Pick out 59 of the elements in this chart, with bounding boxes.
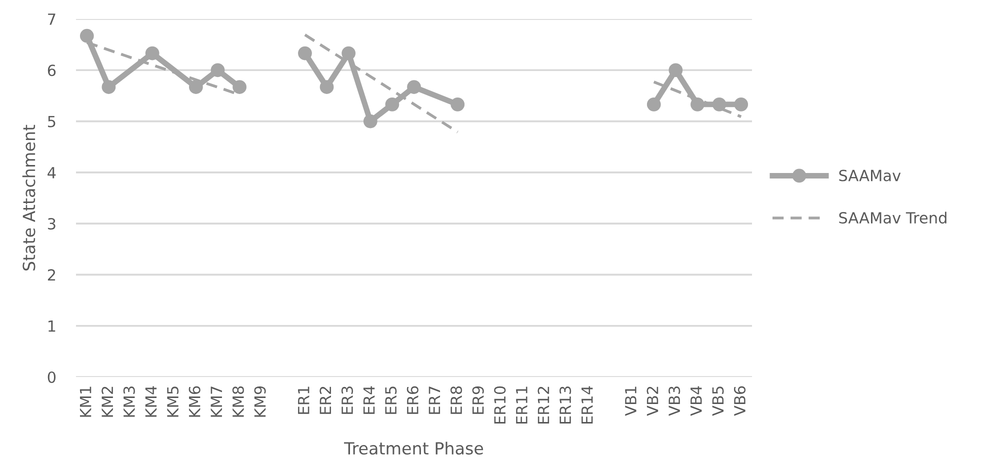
legend-label: SAAMav bbox=[839, 170, 901, 182]
x-tick-label: VB5 bbox=[712, 386, 724, 416]
point bbox=[342, 46, 356, 60]
x-tick-label: KM2 bbox=[102, 386, 113, 417]
y-tick-label: 5 bbox=[48, 116, 56, 128]
x-tick-label: KM8 bbox=[232, 386, 244, 417]
y-tick-label: 2 bbox=[48, 269, 56, 281]
point bbox=[690, 97, 704, 112]
x-tick-label: ER4 bbox=[363, 386, 375, 414]
x-tick-label: VB3 bbox=[668, 386, 680, 416]
point bbox=[188, 80, 203, 94]
y-tick-label: 7 bbox=[48, 14, 56, 25]
point bbox=[102, 80, 116, 94]
legend-label: SAAMav Trend bbox=[839, 212, 946, 224]
y-tick-label: 1 bbox=[48, 320, 56, 332]
point bbox=[407, 80, 421, 94]
x-tick-label: KM1 bbox=[80, 386, 92, 417]
x-tick-label: ER3 bbox=[341, 386, 354, 414]
x-tick-label: ER2 bbox=[320, 386, 331, 414]
x-tick-label: ER8 bbox=[450, 386, 462, 414]
point bbox=[298, 46, 312, 60]
x-tick-label: ER14 bbox=[582, 386, 593, 424]
x-tick-label: VB1 bbox=[625, 386, 636, 416]
x-tick-label: ER7 bbox=[428, 386, 440, 414]
point bbox=[210, 63, 225, 78]
x-tick-label: ER9 bbox=[472, 386, 484, 414]
x-tick-label: ER11 bbox=[516, 386, 528, 424]
x-tick-label: KM5 bbox=[167, 386, 179, 417]
x-axis-title: Treatment Phase bbox=[344, 442, 484, 455]
y-tick-label: 3 bbox=[48, 218, 56, 230]
y-tick-label: 4 bbox=[48, 167, 56, 178]
point bbox=[712, 97, 726, 112]
y-axis-title: State Attachment bbox=[22, 124, 36, 270]
x-tick-label: ER6 bbox=[406, 386, 418, 414]
y-tick-label: 6 bbox=[48, 64, 56, 76]
x-tick-label: KM4 bbox=[145, 386, 157, 417]
y-tick-label: 0 bbox=[48, 371, 56, 384]
x-tick-label: KM6 bbox=[188, 386, 200, 417]
point bbox=[232, 80, 246, 94]
point bbox=[450, 97, 465, 112]
point bbox=[385, 97, 400, 112]
x-tick-label: KM7 bbox=[210, 386, 222, 417]
point bbox=[734, 97, 748, 112]
x-tick-label: KM3 bbox=[123, 386, 135, 417]
point bbox=[145, 46, 160, 60]
x-tick-label: ER5 bbox=[385, 386, 397, 414]
point bbox=[668, 63, 683, 78]
x-tick-label: VB2 bbox=[646, 386, 658, 416]
x-tick-label: KM9 bbox=[254, 386, 266, 417]
point bbox=[320, 80, 334, 94]
x-tick-label: VB4 bbox=[690, 386, 702, 416]
x-tick-label: ER1 bbox=[298, 386, 310, 414]
x-tick-label: ER10 bbox=[494, 386, 506, 424]
x-tick-label: ER12 bbox=[538, 386, 550, 424]
point bbox=[80, 28, 94, 43]
x-tick-label: VB6 bbox=[734, 386, 746, 416]
point bbox=[646, 97, 661, 112]
point bbox=[363, 114, 378, 128]
x-tick-label: ER13 bbox=[560, 386, 572, 424]
